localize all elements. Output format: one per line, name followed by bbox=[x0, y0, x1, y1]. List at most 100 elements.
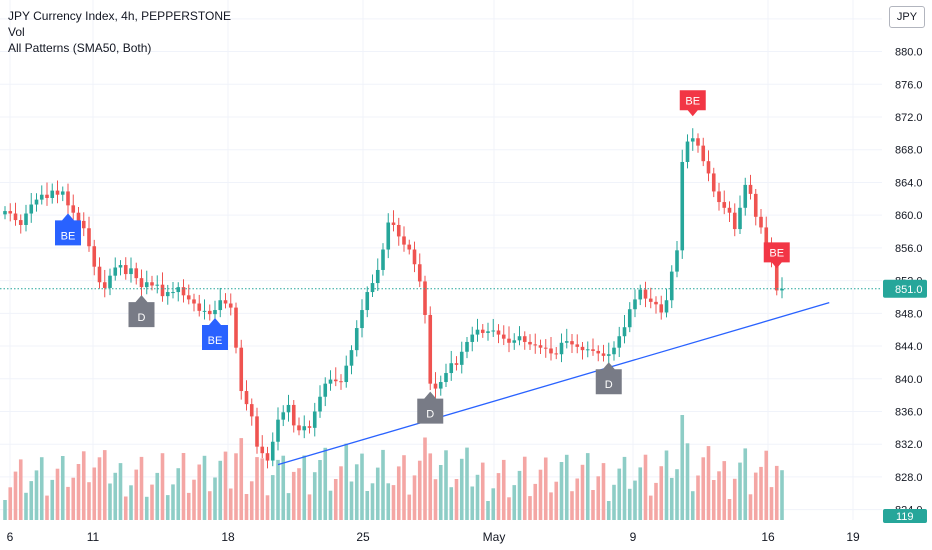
volume-bar bbox=[517, 470, 522, 520]
volume-bar bbox=[165, 495, 170, 520]
volume-bar bbox=[449, 487, 454, 520]
volume-bar bbox=[291, 471, 296, 520]
signal-label: BE bbox=[685, 95, 700, 107]
candle bbox=[522, 331, 527, 350]
candle bbox=[207, 304, 212, 321]
volume-bar bbox=[722, 461, 727, 520]
volume-bar bbox=[181, 453, 186, 520]
candle bbox=[690, 128, 695, 151]
candle bbox=[123, 257, 128, 280]
signal-label: D bbox=[138, 312, 146, 324]
candle bbox=[108, 268, 112, 296]
candle bbox=[312, 402, 317, 437]
doji-signal[interactable]: D bbox=[417, 391, 444, 424]
volume-bar bbox=[24, 492, 28, 520]
volume-bar bbox=[192, 479, 196, 520]
grid bbox=[0, 0, 882, 520]
legend-vol[interactable]: Vol bbox=[8, 25, 25, 39]
volume-bar bbox=[690, 491, 695, 520]
volume-badge bbox=[883, 509, 927, 523]
candle bbox=[323, 377, 328, 407]
legend-title[interactable]: JPY Currency Index, 4h, PEPPERSTONE bbox=[8, 9, 231, 23]
volume-bar bbox=[407, 494, 412, 520]
candle bbox=[633, 289, 637, 318]
volume-bar bbox=[60, 456, 65, 520]
volume-bar bbox=[144, 496, 149, 520]
candle bbox=[496, 324, 501, 344]
volume-bar bbox=[160, 453, 165, 520]
price-tick-label: 836.0 bbox=[895, 406, 923, 418]
volume-bar bbox=[386, 483, 391, 520]
candle bbox=[354, 320, 359, 357]
volume-bar bbox=[612, 484, 616, 520]
support-trendline[interactable] bbox=[277, 302, 830, 466]
volume-bar bbox=[370, 483, 375, 520]
candle bbox=[559, 333, 564, 363]
candle bbox=[753, 188, 758, 226]
volume-bar bbox=[97, 457, 102, 520]
candle bbox=[144, 270, 149, 295]
doji-signal[interactable]: D bbox=[794, 0, 802, 3]
volume-bar bbox=[81, 451, 86, 520]
bearish-engulfing-signal[interactable]: BE bbox=[679, 90, 706, 117]
candle bbox=[318, 385, 322, 418]
candle bbox=[234, 302, 238, 354]
currency-button[interactable]: JPY bbox=[889, 6, 925, 28]
volume-bar bbox=[375, 467, 380, 520]
candle bbox=[549, 336, 553, 361]
volume-badge-text: 119 bbox=[896, 511, 914, 523]
volume-bar bbox=[139, 456, 144, 520]
candle bbox=[480, 324, 485, 338]
candle bbox=[696, 133, 700, 153]
legend-patterns[interactable]: All Patterns (SMA50, Both) bbox=[8, 41, 152, 55]
candle bbox=[512, 333, 517, 350]
time-tick-label: 16 bbox=[761, 530, 775, 544]
time-tick-label: 11 bbox=[87, 530, 100, 544]
bullish-engulfing-signal[interactable]: BE bbox=[202, 318, 228, 351]
bullish-engulfing-signal[interactable]: BE bbox=[55, 213, 81, 246]
candle bbox=[423, 275, 427, 324]
trendline[interactable] bbox=[277, 302, 830, 466]
volume-bar bbox=[344, 443, 349, 520]
volume-bar bbox=[685, 443, 690, 520]
volume-bar bbox=[664, 450, 669, 520]
signal-label: BE bbox=[61, 230, 76, 242]
volume-bar bbox=[465, 447, 469, 520]
candle bbox=[470, 326, 475, 352]
volume-bar bbox=[402, 455, 406, 520]
volume-bar bbox=[648, 495, 653, 520]
volume-bars bbox=[3, 415, 784, 520]
volume-bar bbox=[627, 488, 632, 520]
volume-bar bbox=[270, 475, 275, 520]
volume-bar bbox=[696, 475, 700, 520]
candle bbox=[685, 134, 690, 169]
volume-bar bbox=[66, 486, 70, 520]
doji-signal[interactable]: D bbox=[128, 295, 155, 328]
candle bbox=[192, 293, 196, 312]
candle bbox=[701, 137, 706, 167]
volume-bar bbox=[738, 462, 742, 520]
candle bbox=[218, 287, 223, 318]
bearish-engulfing-signal[interactable]: BE bbox=[763, 242, 790, 269]
volume-bar bbox=[543, 457, 548, 520]
volume-bar bbox=[701, 457, 706, 520]
time-axis[interactable]: 6 11 18 25 May 9 16 19 bbox=[7, 530, 860, 544]
candle bbox=[596, 345, 601, 362]
price-tick-label: 840.0 bbox=[895, 374, 923, 386]
time-tick-label: 9 bbox=[630, 530, 637, 544]
volume-bar bbox=[297, 468, 301, 520]
doji-signal[interactable]: D bbox=[595, 362, 622, 395]
candle bbox=[412, 241, 417, 273]
candle bbox=[50, 183, 55, 204]
candle bbox=[648, 287, 653, 309]
candle bbox=[391, 210, 396, 232]
price-axis-bg bbox=[882, 0, 932, 520]
volume-bar bbox=[606, 501, 611, 520]
volume-bar bbox=[528, 496, 532, 520]
candle bbox=[722, 190, 727, 215]
candle bbox=[18, 214, 23, 234]
volume-bar bbox=[706, 446, 711, 520]
signal-label: D bbox=[605, 379, 613, 391]
pattern-signals: BE D BE D D BE BE D bbox=[55, 0, 802, 424]
